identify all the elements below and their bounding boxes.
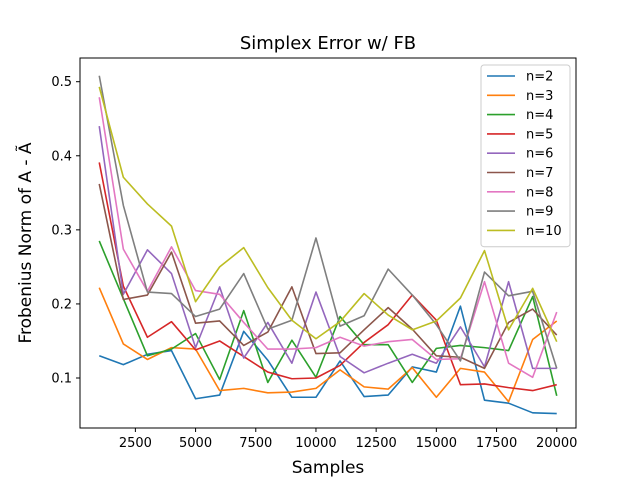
y-axis: 0.1 0.2 0.3 0.4 0.5 xyxy=(51,75,80,387)
legend-label: n=8 xyxy=(526,185,553,200)
series-line-n-4 xyxy=(98,240,558,396)
plot-frame xyxy=(79,57,577,429)
series-line-n-9 xyxy=(98,75,558,369)
x-tick-label: 17500 xyxy=(476,436,517,451)
legend-label: n=2 xyxy=(526,70,553,85)
x-axis-title: Samples xyxy=(292,458,365,478)
y-tick-label: 0.5 xyxy=(51,75,72,90)
x-tick-label: 12500 xyxy=(355,436,396,451)
series-line-n-8 xyxy=(98,97,558,379)
series-line-n-7 xyxy=(98,183,558,370)
legend-label: n=5 xyxy=(526,127,553,142)
x-tick-label: 15000 xyxy=(416,436,457,451)
legend-label: n=10 xyxy=(526,224,562,239)
legend-label: n=6 xyxy=(526,147,553,162)
y-axis-title: Frobenius Norm of A - Ã xyxy=(14,142,36,343)
series-lines xyxy=(98,75,558,415)
x-tick-label: 10000 xyxy=(295,436,336,451)
x-tick-label: 5000 xyxy=(179,436,212,451)
y-tick-label: 0.4 xyxy=(51,149,72,164)
y-tick-label: 0.2 xyxy=(51,297,72,312)
chart-title: Simplex Error w/ FB xyxy=(240,33,416,54)
x-tick-label: 20000 xyxy=(536,436,577,451)
legend-label: n=3 xyxy=(526,89,553,104)
y-tick-label: 0.1 xyxy=(51,372,72,387)
legend-label: n=4 xyxy=(526,108,553,123)
legend: n=2 n=3 n=4 n=5 n=6 n=7 n=8 n=9 n=10 xyxy=(480,64,571,248)
y-tick-label: 0.3 xyxy=(51,223,72,238)
x-axis: 2500 5000 7500 10000 12500 15000 17500 20000 xyxy=(119,428,577,451)
series-line-n-5 xyxy=(98,162,557,392)
legend-label: n=7 xyxy=(526,166,553,181)
series-line-n-10 xyxy=(98,86,558,343)
legend-label: n=9 xyxy=(526,205,553,220)
legend-box xyxy=(480,64,571,248)
series-line-n-6 xyxy=(98,126,557,374)
x-tick-label: 2500 xyxy=(119,436,152,451)
series-line-n-3 xyxy=(98,287,558,403)
x-tick-label: 7500 xyxy=(239,436,272,451)
